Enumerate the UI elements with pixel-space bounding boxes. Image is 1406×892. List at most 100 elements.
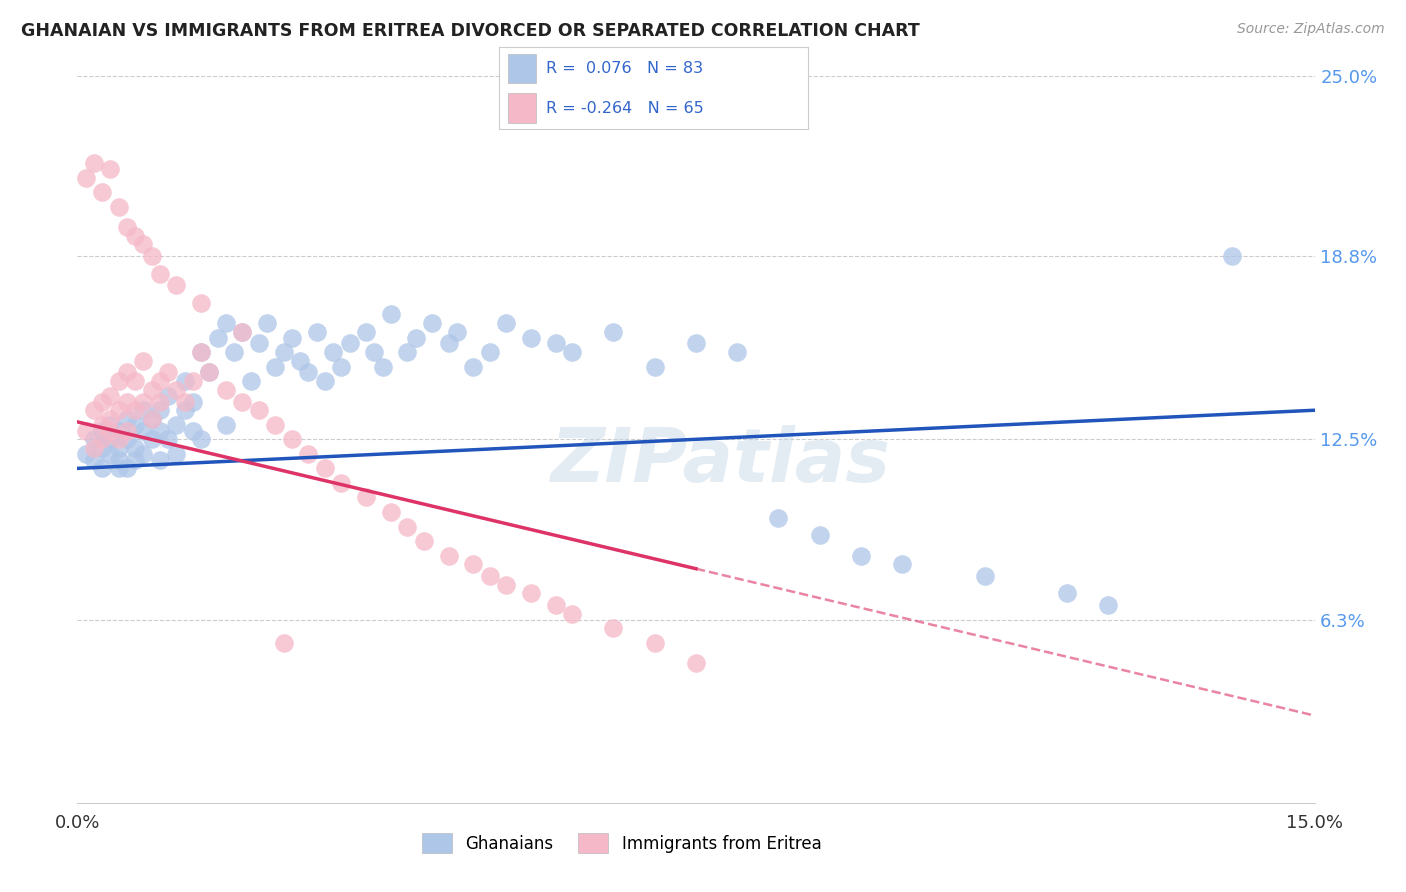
Point	[405, 330, 427, 344]
Point	[1056, 586, 1078, 600]
Text: Source: ZipAtlas.com: Source: ZipAtlas.com	[1237, 22, 1385, 37]
Point	[124, 403, 146, 417]
Point	[149, 267, 172, 281]
Point	[132, 403, 155, 417]
Point	[297, 447, 319, 461]
Point	[107, 432, 129, 446]
Point	[380, 307, 402, 321]
Point	[91, 185, 114, 199]
Point	[297, 366, 319, 380]
Point	[725, 345, 748, 359]
Point	[273, 636, 295, 650]
Point	[239, 374, 262, 388]
Point	[141, 412, 163, 426]
Point	[181, 394, 204, 409]
Point	[173, 374, 195, 388]
Point	[83, 156, 105, 170]
Point	[305, 325, 328, 339]
Point	[165, 383, 187, 397]
Point	[198, 366, 221, 380]
Point	[75, 447, 97, 461]
Point	[98, 432, 121, 446]
Point	[273, 345, 295, 359]
Point	[281, 330, 304, 344]
Point	[231, 325, 253, 339]
Point	[124, 441, 146, 455]
Point	[149, 452, 172, 467]
Point	[190, 345, 212, 359]
Point	[165, 417, 187, 432]
Point	[91, 417, 114, 432]
Point	[231, 394, 253, 409]
Point	[83, 452, 105, 467]
Point	[288, 353, 311, 368]
Point	[478, 569, 501, 583]
Point	[107, 461, 129, 475]
Point	[124, 452, 146, 467]
Point	[322, 345, 344, 359]
Point	[91, 394, 114, 409]
Point	[247, 403, 270, 417]
Point	[354, 491, 377, 505]
Point	[165, 278, 187, 293]
Point	[190, 295, 212, 310]
Point	[124, 417, 146, 432]
Point	[98, 424, 121, 438]
Point	[602, 621, 624, 635]
Point	[98, 389, 121, 403]
Point	[98, 447, 121, 461]
Point	[98, 161, 121, 176]
Text: GHANAIAN VS IMMIGRANTS FROM ERITREA DIVORCED OR SEPARATED CORRELATION CHART: GHANAIAN VS IMMIGRANTS FROM ERITREA DIVO…	[21, 22, 920, 40]
Point	[132, 394, 155, 409]
FancyBboxPatch shape	[509, 94, 536, 123]
Point	[115, 432, 138, 446]
Point	[544, 598, 567, 612]
Point	[520, 330, 543, 344]
Point	[132, 447, 155, 461]
Point	[420, 316, 443, 330]
Point	[561, 345, 583, 359]
Point	[215, 383, 238, 397]
Point	[173, 394, 195, 409]
Point	[685, 336, 707, 351]
Point	[115, 424, 138, 438]
Point	[644, 359, 666, 374]
Point	[98, 412, 121, 426]
Point	[83, 403, 105, 417]
Point	[91, 432, 114, 446]
Point	[264, 417, 287, 432]
Point	[685, 657, 707, 671]
Point	[463, 558, 485, 572]
Point	[132, 424, 155, 438]
Point	[644, 636, 666, 650]
Point	[339, 336, 361, 351]
Text: ZIPatlas: ZIPatlas	[551, 425, 891, 498]
Point	[314, 374, 336, 388]
Point	[107, 200, 129, 214]
Legend: Ghanaians, Immigrants from Eritrea: Ghanaians, Immigrants from Eritrea	[415, 826, 828, 860]
Point	[98, 417, 121, 432]
Point	[165, 447, 187, 461]
Point	[973, 569, 995, 583]
Point	[107, 403, 129, 417]
Point	[849, 549, 872, 563]
Point	[264, 359, 287, 374]
Point	[808, 528, 831, 542]
Point	[141, 432, 163, 446]
Point	[75, 170, 97, 185]
Point	[544, 336, 567, 351]
Point	[115, 412, 138, 426]
Point	[1220, 249, 1243, 263]
Point	[107, 441, 129, 455]
Point	[891, 558, 914, 572]
Point	[198, 366, 221, 380]
Point	[149, 374, 172, 388]
Point	[149, 394, 172, 409]
Point	[141, 249, 163, 263]
Point	[247, 336, 270, 351]
Point	[561, 607, 583, 621]
Point	[222, 345, 245, 359]
Point	[75, 424, 97, 438]
Point	[115, 220, 138, 235]
Point	[83, 441, 105, 455]
